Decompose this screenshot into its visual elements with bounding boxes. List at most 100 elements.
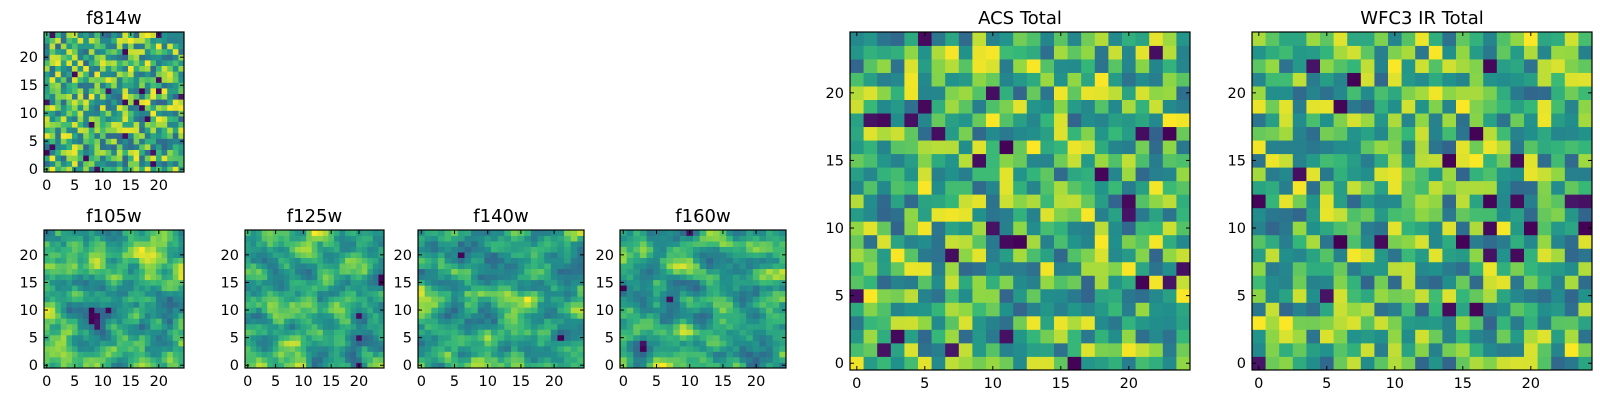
heatmap-cell xyxy=(673,252,681,258)
heatmap-cell xyxy=(122,312,129,319)
heatmap-cell xyxy=(328,263,335,270)
heatmap-cell xyxy=(66,138,73,145)
heatmap-cell xyxy=(150,340,157,347)
heatmap-cell xyxy=(306,285,313,292)
heatmap-cell xyxy=(317,279,324,286)
heatmap-cell xyxy=(666,257,674,264)
heatmap-cell xyxy=(544,241,552,247)
heatmap-cell xyxy=(167,279,174,286)
heatmap-cell xyxy=(1415,315,1430,330)
heatmap-cell xyxy=(60,296,67,303)
heatmap-cell xyxy=(759,268,767,275)
heatmap-cell xyxy=(278,334,285,341)
heatmap-cell xyxy=(772,351,780,358)
heatmap-cell xyxy=(144,301,151,308)
heatmap-cell xyxy=(88,138,95,145)
heatmap-cell xyxy=(378,351,385,358)
heatmap-cell xyxy=(1094,126,1109,141)
heatmap-cell xyxy=(116,110,123,117)
heatmap-cell xyxy=(55,268,62,275)
heatmap-cell xyxy=(361,307,368,314)
heatmap-cell xyxy=(1456,153,1470,168)
heatmap-cell xyxy=(766,257,774,264)
heatmap-cell xyxy=(256,340,263,347)
heatmap-cell xyxy=(564,340,572,347)
heatmap-cell xyxy=(477,362,485,369)
heatmap-cell xyxy=(156,88,162,94)
heatmap-cell xyxy=(1510,302,1525,317)
heatmap-cell xyxy=(620,329,628,336)
heatmap-cell xyxy=(66,307,73,314)
heatmap-cell xyxy=(1094,113,1109,128)
heatmap-cell xyxy=(311,279,318,286)
heatmap-cell xyxy=(484,296,492,303)
heatmap-cell xyxy=(972,261,987,276)
heatmap-cell xyxy=(653,334,661,341)
heatmap-cell xyxy=(471,257,479,264)
heatmap-cell xyxy=(504,274,512,281)
heatmap-cell xyxy=(484,263,492,270)
heatmap-cell xyxy=(564,334,572,341)
heatmap-cell xyxy=(1265,113,1280,128)
heatmap-cell xyxy=(161,48,168,55)
heatmap-cell xyxy=(83,99,90,106)
heatmap-cell xyxy=(1265,167,1280,182)
heatmap-cell xyxy=(88,37,95,44)
heatmap-cell xyxy=(904,180,919,195)
heatmap-cell xyxy=(72,279,78,286)
heatmap-cell xyxy=(491,307,499,314)
heatmap-cell xyxy=(646,290,654,297)
heatmap-cell xyxy=(83,127,90,134)
heatmap-cell xyxy=(150,246,157,253)
heatmap-cell xyxy=(156,144,162,150)
heatmap-cell xyxy=(570,252,578,258)
heatmap-cell xyxy=(779,296,787,303)
heatmap-cell xyxy=(1252,180,1266,195)
heatmap-cell xyxy=(557,241,565,247)
heatmap-cell xyxy=(1176,275,1191,290)
heatmap-cell xyxy=(378,246,385,253)
heatmap-cell xyxy=(850,288,864,303)
heatmap-cell xyxy=(60,110,67,117)
heatmap-cell xyxy=(122,88,129,94)
heatmap-cell xyxy=(250,312,257,319)
heatmap-cell xyxy=(178,43,185,50)
heatmap-cell xyxy=(972,126,987,141)
heatmap-cell xyxy=(712,285,720,292)
heatmap-cell xyxy=(1374,72,1389,87)
heatmap-cell xyxy=(1054,153,1068,168)
heatmap-cell xyxy=(958,275,973,290)
heatmap-cell xyxy=(633,241,641,247)
heatmap-cell xyxy=(1428,72,1443,87)
heatmap-cell xyxy=(161,246,168,253)
heatmap-cell xyxy=(431,241,439,247)
heatmap-cell xyxy=(1428,221,1443,236)
heatmap-cell xyxy=(300,279,307,286)
heatmap-cell xyxy=(1013,59,1028,73)
heatmap-cell xyxy=(746,351,754,358)
heatmap-cell xyxy=(646,235,654,242)
heatmap-cell xyxy=(484,345,492,352)
heatmap-cell xyxy=(111,149,118,156)
heatmap-cell xyxy=(1428,86,1443,100)
heatmap-cell xyxy=(918,315,932,330)
heatmap-cell xyxy=(504,257,512,264)
heatmap-cell xyxy=(1306,72,1321,87)
heatmap-cell xyxy=(570,340,578,347)
heatmap-cell xyxy=(1135,261,1150,276)
heatmap-cell xyxy=(1510,59,1525,73)
heatmap-cell xyxy=(1265,59,1280,73)
heatmap-cell xyxy=(1483,248,1498,263)
heatmap-cell xyxy=(144,37,151,44)
heatmap-cell xyxy=(1551,45,1566,60)
heatmap-cell xyxy=(673,230,681,236)
heatmap-cell xyxy=(44,274,50,281)
heatmap-cell xyxy=(464,235,472,242)
heatmap-cell xyxy=(322,230,329,236)
heatmap-cell xyxy=(250,351,257,358)
heatmap-cell xyxy=(150,351,157,358)
heatmap-cell xyxy=(361,345,368,352)
heatmap-cell xyxy=(139,132,146,139)
heatmap-cell xyxy=(60,149,67,156)
